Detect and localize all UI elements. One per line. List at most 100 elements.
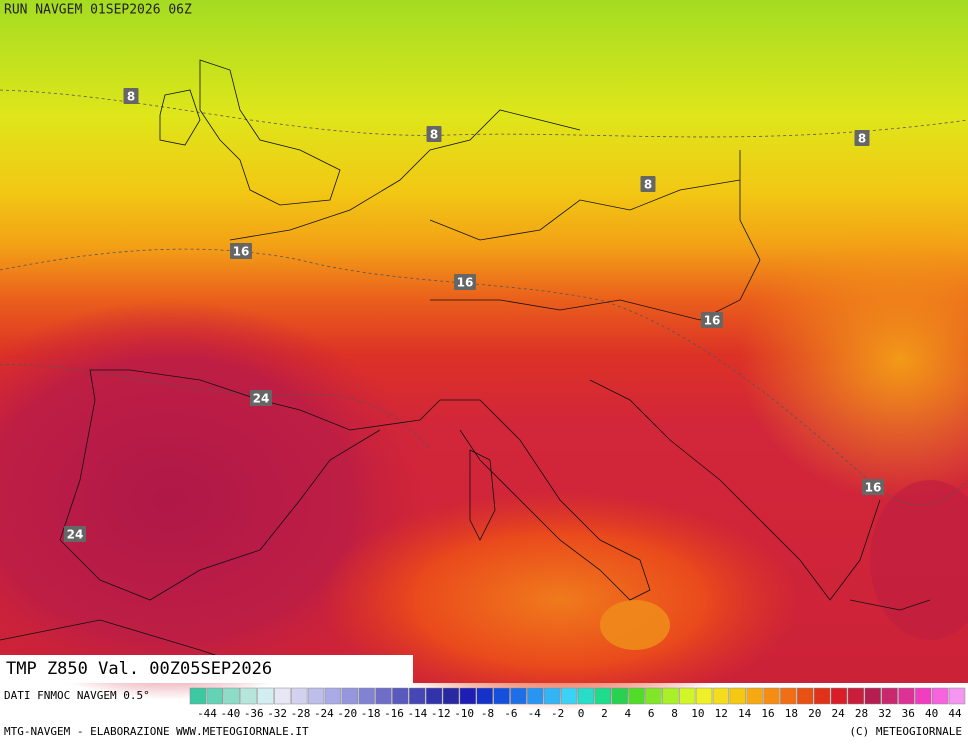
- color-swatch: [510, 687, 527, 705]
- color-scale: -44 -40 -36 -32 -28 -24 -20 -18 -16 -14 -12 -10 -8 -6…: [189, 687, 966, 720]
- contour-label-box: [230, 243, 252, 259]
- color-swatch: [813, 687, 831, 705]
- scale-label: -36: [244, 707, 264, 720]
- scale-label: 0: [578, 707, 585, 720]
- color-swatch: [274, 687, 291, 705]
- color-swatch: [392, 687, 409, 705]
- color-swatch: [409, 687, 426, 705]
- scale-label: -18: [361, 707, 381, 720]
- contour-label: 8: [127, 90, 135, 104]
- color-swatch: [712, 687, 730, 705]
- contour-label: 16: [233, 245, 250, 259]
- color-swatch: [341, 687, 358, 705]
- color-swatch: [948, 687, 966, 705]
- contour-label-box: [640, 176, 656, 192]
- color-swatch: [544, 687, 561, 705]
- scale-label: 12: [715, 707, 728, 720]
- footer-right: (C) METEOGIORNALE: [849, 725, 962, 738]
- scale-label: 40: [925, 707, 938, 720]
- contour-labels: 8 8 8 8 16 16 16 16 24 24: [64, 88, 884, 542]
- contour-label-box: [64, 526, 86, 542]
- scale-label: -44: [197, 707, 217, 720]
- scale-label: 24: [832, 707, 846, 720]
- legend-source: DATI FNMOC NAVGEM 0.5°: [4, 689, 150, 702]
- color-swatch: [645, 687, 662, 705]
- color-swatch: [527, 687, 544, 705]
- title-box: [0, 655, 413, 683]
- color-swatch: [594, 687, 611, 705]
- color-swatch: [881, 687, 898, 705]
- contour-label-box: [862, 479, 884, 495]
- color-swatch: [797, 687, 814, 705]
- contour-label-box: [250, 390, 272, 406]
- contour-label-box: [701, 312, 723, 328]
- color-swatch: [560, 687, 578, 705]
- scale-label: 16: [761, 707, 774, 720]
- contour-label-box: [454, 274, 476, 290]
- scale-label: 28: [855, 707, 868, 720]
- color-swatch: [830, 687, 848, 705]
- scale-label: -2: [551, 707, 564, 720]
- contour-label-box: [123, 88, 139, 104]
- color-swatch: [577, 687, 595, 705]
- contour-label: 8: [430, 128, 438, 142]
- scale-label: 20: [808, 707, 821, 720]
- color-swatch: [375, 687, 392, 705]
- contour-label: 24: [67, 528, 84, 542]
- scale-label: 6: [648, 707, 655, 720]
- scale-label: 18: [785, 707, 798, 720]
- scale-label: 14: [738, 707, 752, 720]
- color-swatch: [223, 687, 240, 705]
- color-swatch: [932, 687, 949, 705]
- contour-label: 8: [644, 178, 652, 192]
- run-label: RUN NAVGEM 01SEP2026 06Z: [4, 3, 192, 18]
- scale-label: 2: [601, 707, 608, 720]
- scale-label: 36: [902, 707, 915, 720]
- temperature-field: [0, 0, 968, 710]
- contour-label-box: [426, 126, 442, 142]
- scale-label: 10: [691, 707, 704, 720]
- scale-label: 32: [878, 707, 891, 720]
- scale-label: 4: [624, 707, 631, 720]
- scale-label: -4: [528, 707, 542, 720]
- color-swatch: [780, 687, 797, 705]
- scale-label: -20: [337, 707, 357, 720]
- contour-label: 16: [704, 314, 721, 328]
- map-title: TMP Z850 Val. 00Z05SEP2026: [6, 659, 272, 679]
- contour-label-box: [854, 130, 870, 146]
- color-swatch: [898, 687, 915, 705]
- color-swatch: [459, 687, 477, 705]
- color-swatch: [763, 687, 780, 705]
- color-swatch: [847, 687, 865, 705]
- color-swatch: [729, 687, 746, 705]
- color-swatch: [425, 687, 443, 705]
- scale-label: -14: [407, 707, 427, 720]
- scale-label: -24: [314, 707, 334, 720]
- color-swatch: [493, 687, 510, 705]
- color-swatch: [307, 687, 325, 705]
- scale-label: -32: [267, 707, 287, 720]
- color-swatch: [206, 687, 223, 705]
- contour-lines: [0, 89, 968, 506]
- contour-label: 16: [457, 276, 474, 290]
- color-swatch: [476, 687, 493, 705]
- footer-left: MTG-NAVGEM - ELABORAZIONE WWW.METEOGIORN…: [4, 725, 309, 738]
- color-swatch: [240, 687, 257, 705]
- color-swatch: [628, 687, 645, 705]
- color-swatch: [611, 687, 628, 705]
- color-swatch: [864, 687, 881, 705]
- color-swatch: [678, 687, 696, 705]
- scale-label: -8: [481, 707, 494, 720]
- scale-label: -28: [291, 707, 311, 720]
- color-swatch: [746, 687, 763, 705]
- scale-label: -40: [220, 707, 240, 720]
- color-swatch: [442, 687, 460, 705]
- scale-label: -12: [431, 707, 451, 720]
- color-swatch: [290, 687, 308, 705]
- scale-label: 44: [948, 707, 962, 720]
- color-swatch: [915, 687, 932, 705]
- contour-label: 8: [858, 132, 866, 146]
- color-swatch: [695, 687, 713, 705]
- scale-label: 8: [671, 707, 678, 720]
